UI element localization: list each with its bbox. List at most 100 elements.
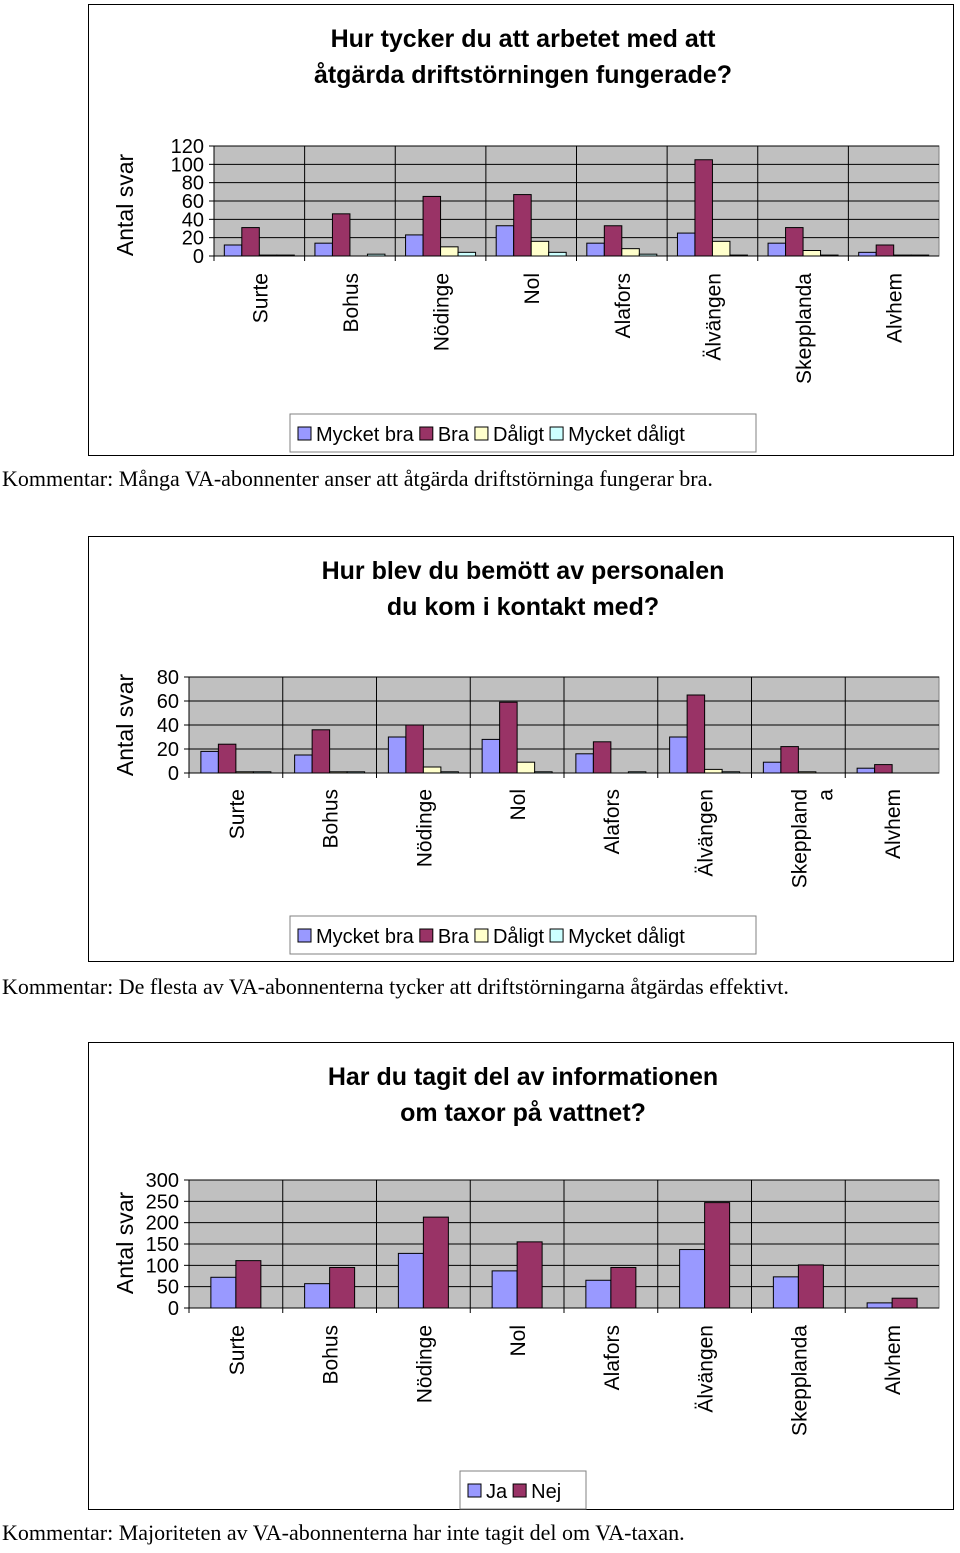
y-tick-label: 300 [146,1170,179,1192]
bar [729,254,748,257]
comment-2: Kommentar: De flesta av VA-abonnenterna … [2,974,789,999]
category-label: Nödinge [413,789,436,867]
legend-swatch [467,1483,482,1498]
y-axis-label: Antal svar [112,154,138,257]
bar [603,225,623,257]
bar [856,767,876,774]
category-label: Nol [507,1325,530,1357]
legend-label: Dåligt [493,424,545,446]
bar [366,253,386,257]
y-tick-label: 80 [182,173,204,195]
bar [223,244,243,257]
bar [258,254,278,257]
category-label: Nol [521,273,544,305]
legend-swatch [297,928,312,943]
bar [329,1266,356,1309]
bar [516,1241,543,1309]
bar [797,771,817,774]
bar [780,746,799,774]
legend-label: Dåligt [493,926,545,948]
category-label: Alafors [601,1325,624,1390]
bar [534,771,553,774]
y-tick-label: 60 [157,691,179,713]
bar [858,251,877,257]
legend-swatch [419,426,434,441]
bar [217,743,237,774]
y-tick-label: 0 [168,763,179,785]
bar [767,242,787,257]
chart-title: om taxor på vattnet? [400,1099,646,1127]
bar [516,761,536,774]
bar [304,1283,331,1309]
bar [586,242,605,257]
comment-3: Kommentar: Majoriteten av VA-abonnentern… [2,1520,685,1545]
category-label: Alafors [601,789,624,854]
y-tick-label: 0 [168,1298,179,1320]
category-label: Älvängen [695,789,718,877]
bar [797,1264,824,1309]
legend-swatch [297,426,312,441]
chart-title: du kom i kontakt med? [387,593,659,621]
y-axis-label: Antal svar [112,674,138,777]
bar [331,213,351,257]
chart-3: Har du tagit del av informationen om taxo… [112,1063,940,1510]
bar [772,1276,799,1309]
bar [314,242,333,257]
chart-panel-3: Har du tagit del av informationen om taxo… [88,1042,954,1510]
bar [440,771,459,774]
legend-swatch [512,1483,527,1498]
legend-label: Mycket dåligt [568,424,685,446]
bar [785,227,804,257]
bar [820,254,839,257]
category-label: Nödinge [413,1325,436,1403]
bar [241,227,260,257]
bar [679,1249,706,1309]
bar [440,246,459,257]
bar [491,1270,518,1309]
category-label: Älvängen [695,1325,718,1413]
bar [676,232,696,257]
bar [575,753,594,774]
category-label: Älvängen [702,273,725,361]
chart-2: Hur blev du bemött av personalen du kom i… [112,557,940,955]
bar [422,766,442,774]
y-tick-label: 20 [157,739,179,761]
category-label: a [814,789,837,801]
y-tick-label: 40 [157,715,179,737]
bar [422,195,442,257]
bar [481,738,501,774]
y-axis-label: Antal svar [112,1192,138,1295]
category-label: Alafors [612,273,635,338]
legend-label: Bra [438,424,470,446]
legend-swatch [474,426,489,441]
category-label: Skeppland [788,789,811,888]
bar [276,254,295,257]
bar [704,1202,731,1309]
bar [638,253,658,257]
legend-swatch [419,928,434,943]
category-label: Bohus [320,1325,343,1385]
bar [530,240,550,257]
bar [329,771,348,774]
y-tick-label: 200 [146,1213,179,1235]
bar [711,240,731,257]
bar [721,771,741,774]
legend-label: Mycket bra [316,424,415,446]
bar [210,1276,237,1309]
bar [669,736,688,774]
y-tick-label: 120 [171,136,204,158]
legend [289,413,757,453]
bar [235,771,254,774]
legend-swatch [474,928,489,943]
bar [294,754,313,774]
bar [252,771,272,774]
bar [910,254,930,257]
bar [548,251,567,257]
category-label: Alvhem [882,1325,905,1395]
category-label: Bohus [340,273,363,333]
bar [585,1279,612,1309]
chart-title: Hur tycker du att arbetet med att [331,25,716,53]
y-tick-label: 150 [146,1234,179,1256]
legend-label: Ja [486,1481,508,1503]
category-label: Skepplanda [793,273,816,384]
